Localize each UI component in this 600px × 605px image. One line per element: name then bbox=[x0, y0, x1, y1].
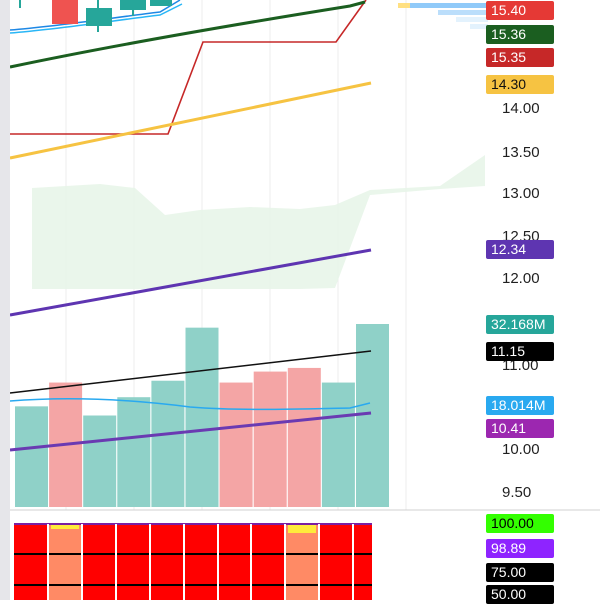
volume-profile bbox=[398, 3, 488, 29]
ma-green-line bbox=[9, 0, 366, 69]
volume-bar bbox=[15, 406, 48, 507]
price-badge-ma-green[interactable]: 15.36 bbox=[486, 25, 554, 44]
axis-tick-label: 9.50 bbox=[502, 484, 532, 501]
axis-tick-label: 11.00 bbox=[502, 357, 539, 374]
vol-purple-line bbox=[9, 411, 372, 452]
cloud-area bbox=[32, 155, 485, 289]
candle bbox=[150, 0, 172, 6]
volume-bar bbox=[287, 367, 321, 507]
left-edge bbox=[0, 0, 10, 600]
volume-bar bbox=[253, 371, 287, 507]
volume-bar bbox=[83, 415, 117, 507]
candles bbox=[19, 0, 172, 32]
volume-badge[interactable]: 32.168M bbox=[486, 315, 554, 334]
candle bbox=[86, 8, 112, 26]
volume-bar bbox=[117, 397, 151, 507]
price-badge-ma-purple[interactable]: 12.34 bbox=[486, 240, 554, 259]
volume-badge-black[interactable]: 11.15 bbox=[486, 342, 554, 361]
volume-bars bbox=[15, 324, 389, 507]
price-badge-last[interactable]: 15.40 bbox=[486, 1, 554, 20]
axis-tick-label: 13.00 bbox=[502, 185, 540, 202]
oscillator-badge-75[interactable]: 75.00 bbox=[486, 563, 554, 582]
volume-bar bbox=[321, 382, 355, 507]
ma-purple-line bbox=[9, 248, 372, 317]
volume-bar bbox=[151, 380, 185, 507]
volume-bar bbox=[356, 324, 389, 507]
volume-bar bbox=[185, 327, 219, 507]
axis-tick-label: 10.00 bbox=[502, 441, 540, 458]
axis-tick-label: 14.00 bbox=[502, 100, 540, 117]
volume-bar bbox=[219, 382, 253, 507]
oscillator-highlight-top bbox=[288, 525, 316, 533]
volume-badge-blue[interactable]: 18.014M bbox=[486, 396, 554, 415]
oscillator-badge-50[interactable]: 50.00 bbox=[486, 585, 554, 604]
step-red-line bbox=[10, 0, 367, 135]
axis-tick-label: 13.50 bbox=[502, 144, 540, 161]
axis-tick-label: 12.00 bbox=[502, 270, 540, 287]
oscillator-pane bbox=[14, 523, 372, 600]
vol-black-line bbox=[9, 350, 372, 394]
oscillator-badge-value[interactable]: 98.89 bbox=[486, 539, 554, 558]
oscillator-badge-max[interactable]: 100.00 bbox=[486, 514, 554, 533]
volume-badge-purple[interactable]: 10.41 bbox=[486, 419, 554, 438]
oscillator-highlight bbox=[48, 524, 82, 600]
candle bbox=[52, 0, 78, 24]
price-badge-ma-yellow[interactable]: 14.30 bbox=[486, 75, 554, 94]
candle bbox=[120, 0, 146, 10]
vol-blue-line bbox=[9, 398, 371, 411]
ma-yellow-line bbox=[9, 81, 372, 160]
oscillator-highlight-top bbox=[51, 525, 79, 529]
price-badge-step-red[interactable]: 15.35 bbox=[486, 48, 554, 67]
oscillator-highlight bbox=[285, 524, 319, 600]
